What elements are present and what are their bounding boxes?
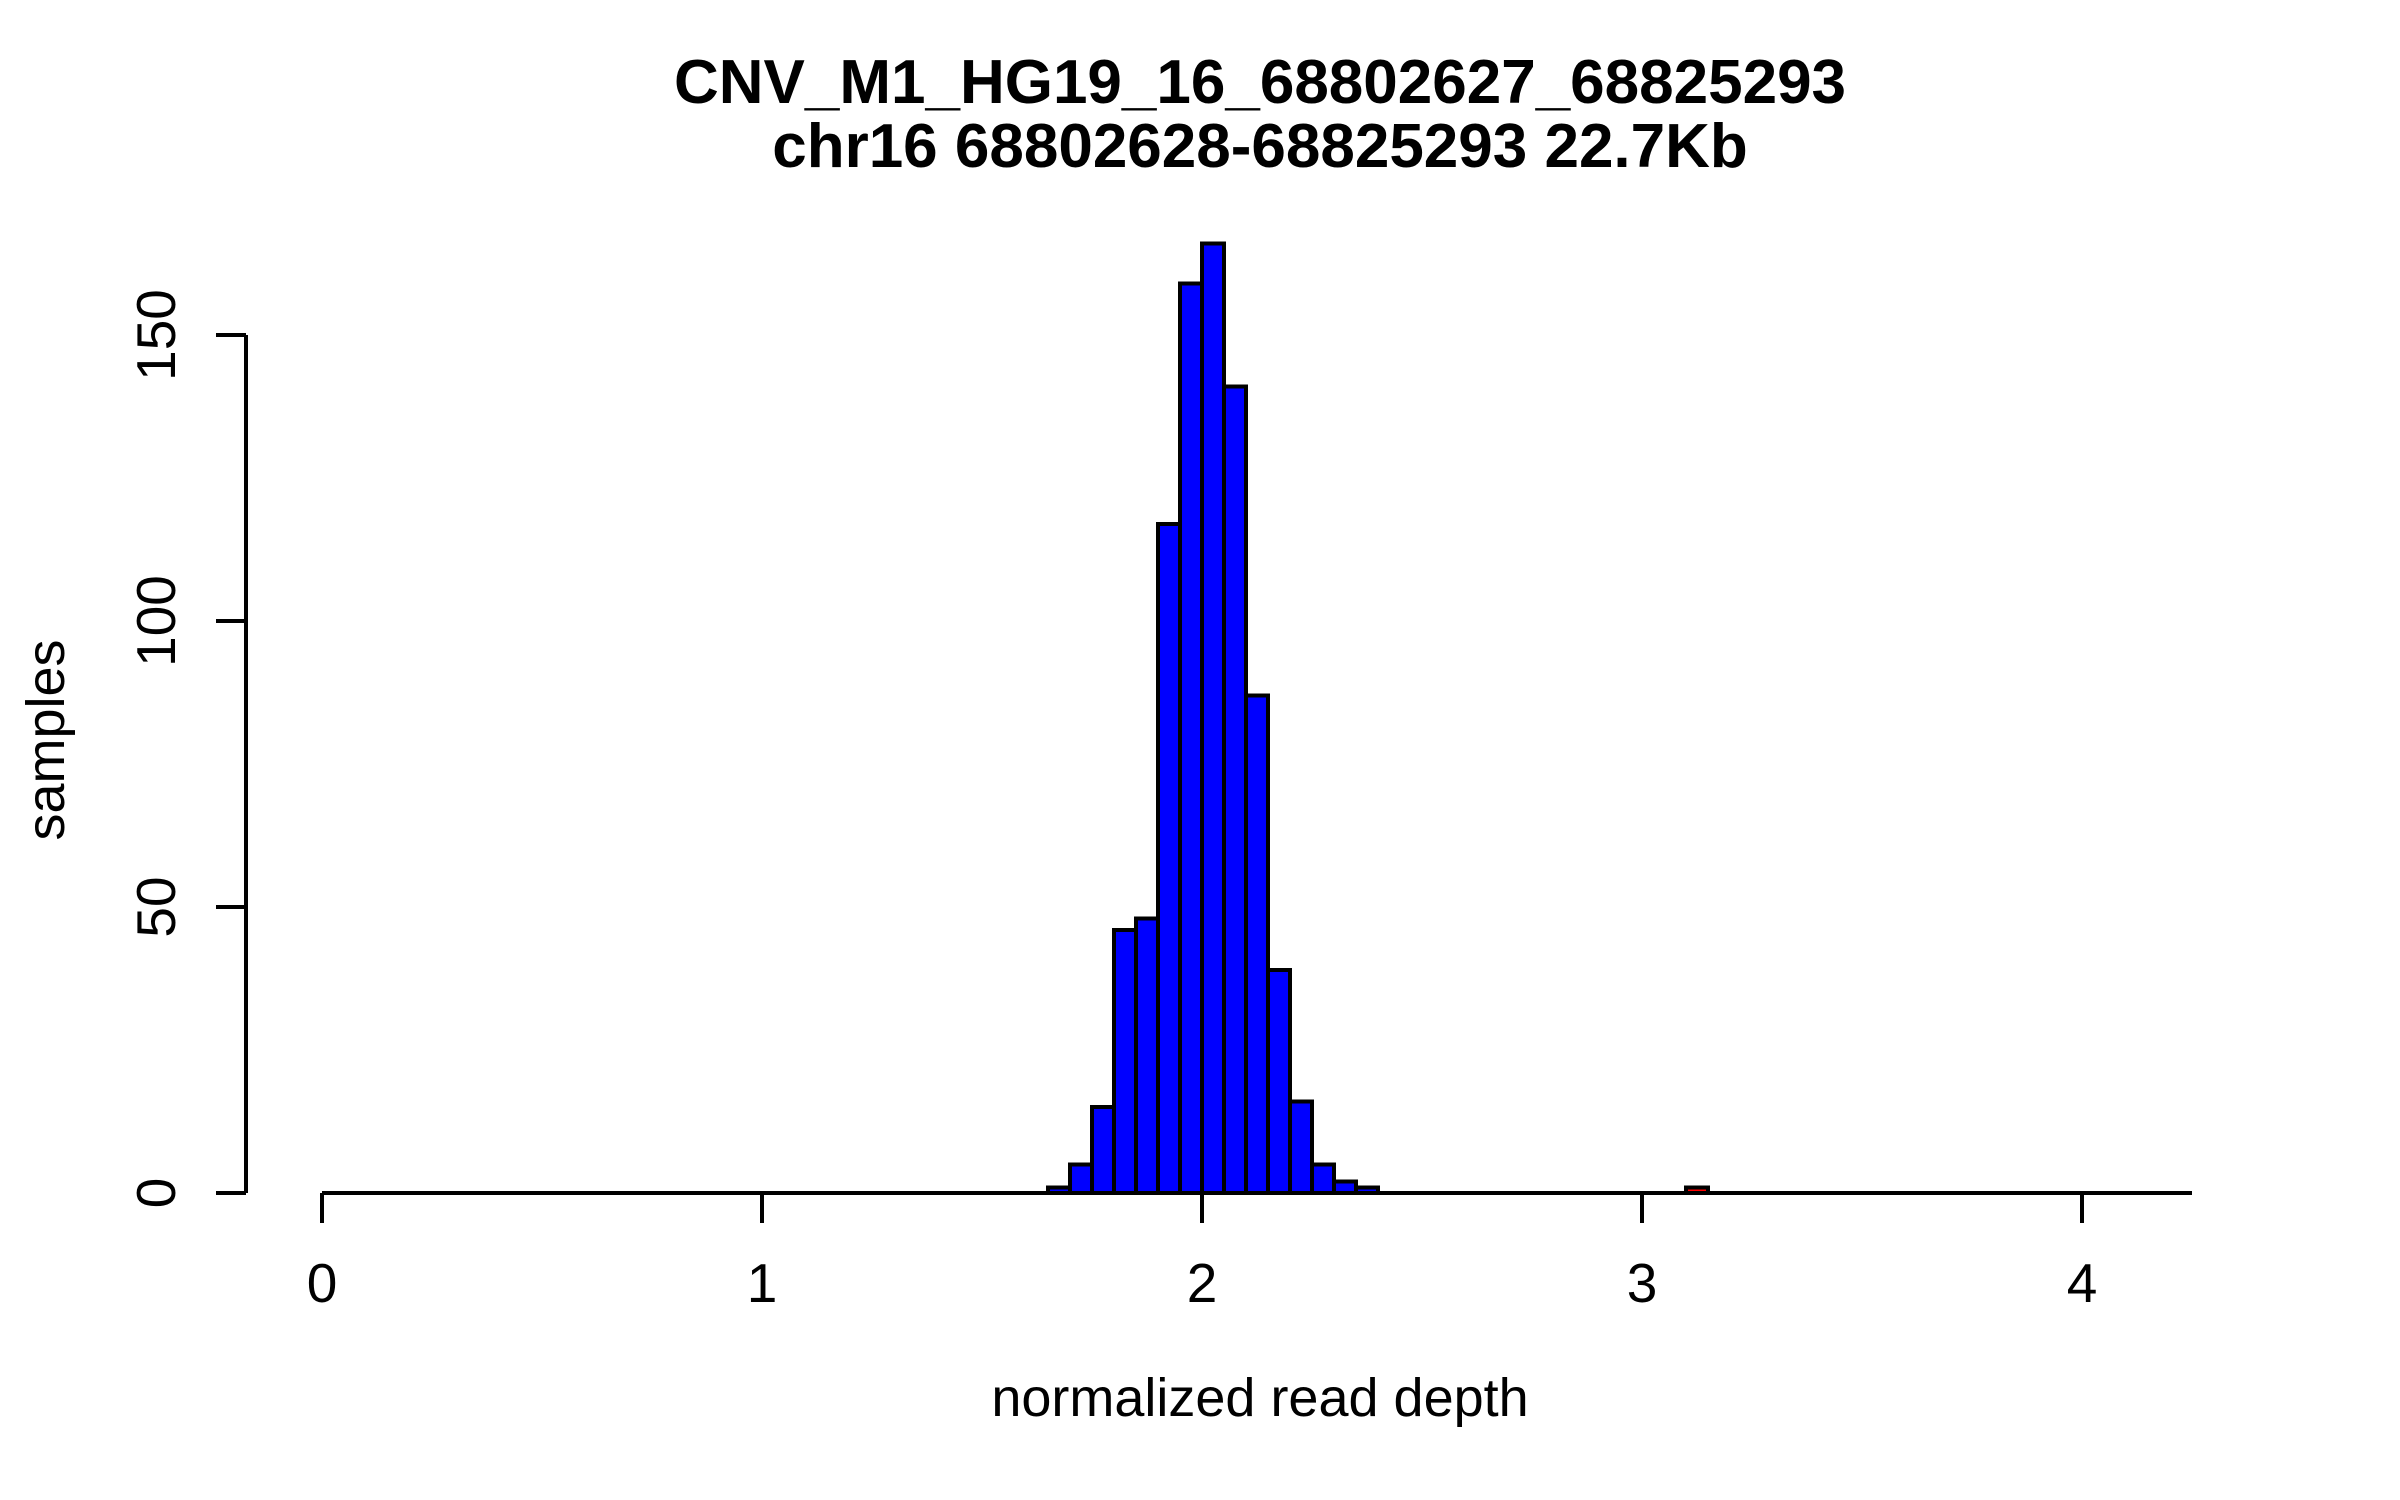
histogram-bar	[1134, 916, 1160, 1195]
x-tick-label: 3	[1627, 1252, 1658, 1314]
x-tick-label: 0	[307, 1252, 338, 1314]
y-tick-label: 0	[125, 1178, 187, 1209]
histogram-bar	[1288, 1099, 1314, 1195]
histogram-bar	[1178, 281, 1204, 1195]
plot-title: CNV_M1_HG19_16_68802627_68825293	[673, 48, 1847, 117]
y-tick-label: 100	[125, 575, 187, 667]
x-tick-label: 2	[1187, 1252, 1218, 1314]
y-axis-label: samples	[16, 639, 76, 841]
x-tick-label: 1	[747, 1252, 778, 1314]
histogram-bar	[1244, 693, 1270, 1195]
plot-subtitle: chr16 68802628-68825293 22.7Kb	[772, 112, 1748, 181]
histogram-bar	[1068, 1162, 1094, 1196]
histogram-bar	[1200, 241, 1226, 1196]
histogram-bar	[1112, 927, 1138, 1195]
histogram-bar	[1046, 1185, 1072, 1196]
y-tick-label: 50	[125, 876, 187, 937]
histogram-bar	[1266, 967, 1292, 1195]
histogram-bar	[1310, 1162, 1336, 1196]
highlight-bar	[1684, 1185, 1710, 1196]
y-tick-label: 150	[125, 289, 187, 381]
histogram-bar	[1090, 1105, 1116, 1195]
histogram-bar	[1354, 1185, 1380, 1196]
histogram-bar	[1222, 384, 1248, 1196]
histogram-bar	[1156, 521, 1182, 1195]
x-axis-label: normalized read depth	[991, 1368, 1529, 1428]
histogram-bar	[1332, 1179, 1358, 1196]
x-tick-label: 4	[2067, 1252, 2098, 1314]
